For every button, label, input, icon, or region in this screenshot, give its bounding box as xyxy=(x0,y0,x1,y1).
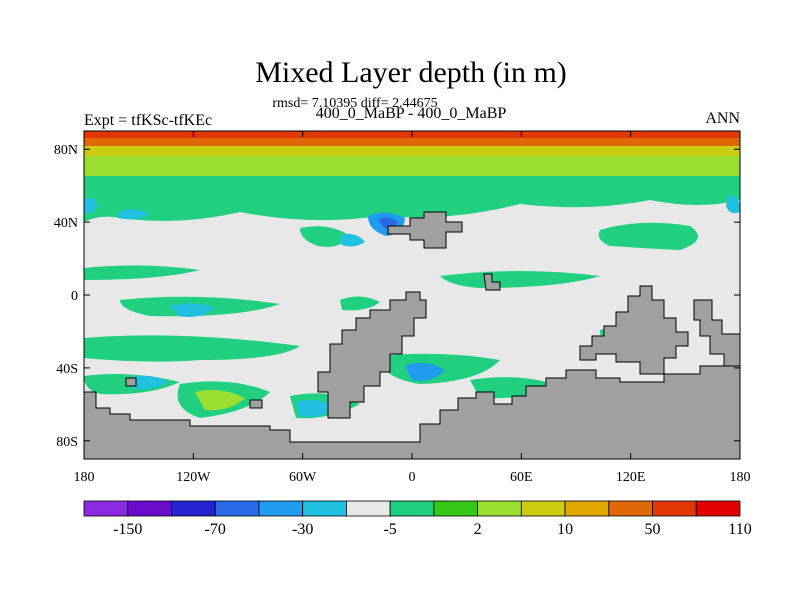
colorbar-swatch xyxy=(83,500,129,517)
ocean-patch-cyan xyxy=(726,195,740,214)
colorbar-swatch xyxy=(171,500,216,517)
ocean-patch-green xyxy=(598,222,698,250)
ocean-patch-green xyxy=(440,271,600,288)
ocean-patch-blue xyxy=(405,362,445,381)
ocean-patch-green xyxy=(84,265,200,280)
x-tick-label: 0 xyxy=(409,470,416,485)
ocean-patch-green xyxy=(84,335,300,362)
x-tick-label: 120W xyxy=(176,470,211,485)
y-tick-label: 0 xyxy=(71,289,78,304)
land-mass-antarctica xyxy=(84,365,740,459)
ocean-patch-cyan xyxy=(84,198,98,214)
band-green-north xyxy=(84,176,740,222)
experiment-label: Expt = tfKSc-tfKEc xyxy=(84,112,212,129)
land-mass-small xyxy=(249,399,263,409)
ocean-patch-cyan xyxy=(118,209,150,220)
map-panel xyxy=(83,130,741,460)
colorbar-swatch xyxy=(345,500,391,517)
x-axis: 180 120W 60W 0 60E 120E 180 xyxy=(74,131,751,485)
y-axis: 80N 40N 0 40S 80S xyxy=(54,143,740,450)
land-mass-africa xyxy=(579,285,689,375)
colorbar-swatch xyxy=(608,500,653,517)
x-tick-label: 60E xyxy=(510,470,533,485)
ocean-patch-cyan xyxy=(130,375,168,390)
ocean-patch-cyan xyxy=(296,400,336,417)
colorbar: -150 -70 -30 -5 2 10 50 110 xyxy=(83,500,752,538)
colorbar-swatch xyxy=(564,500,610,517)
land-mass-arabia xyxy=(483,273,501,291)
colorbar-swatch xyxy=(477,500,522,517)
colorbar-swatch xyxy=(389,500,435,517)
y-tick-label: 80S xyxy=(56,435,78,450)
x-tick-label: 180 xyxy=(74,470,95,485)
land-mass-europe xyxy=(387,211,463,249)
ocean-patch-cyan xyxy=(340,234,365,247)
colorbar-swatch xyxy=(302,500,347,517)
colorbar-label: 10 xyxy=(557,521,573,538)
y-tick-label: 40N xyxy=(54,216,78,231)
colorbar-swatch xyxy=(652,500,697,517)
chart-title: Mixed Layer depth (in m) xyxy=(255,56,567,89)
colorbar-label: -70 xyxy=(205,521,226,538)
colorbar-swatch xyxy=(695,500,741,517)
colorbar-label: 110 xyxy=(728,521,751,538)
colorbar-label: 2 xyxy=(474,521,482,538)
ocean-patch-cyan xyxy=(170,303,215,317)
x-tick-label: 120E xyxy=(616,470,646,485)
y-tick-label: 80N xyxy=(54,143,78,158)
colorbar-swatch xyxy=(127,500,172,517)
ocean-patch-green xyxy=(300,226,350,247)
season-label: ANN xyxy=(705,110,740,127)
colorbar-swatch xyxy=(214,500,260,517)
x-tick-label: 60W xyxy=(289,470,317,485)
colorbar-label: 50 xyxy=(645,521,661,538)
colorbar-label: -5 xyxy=(383,521,396,538)
y-tick-label: 40S xyxy=(56,362,78,377)
colorbar-swatch xyxy=(433,500,479,517)
land-mass-small xyxy=(125,377,137,387)
ocean-patch-lightgreen xyxy=(195,390,245,411)
x-tick-label: 180 xyxy=(730,470,751,485)
chart-subtitle: rmsd= 7.10395 diff= 2.44675 xyxy=(272,96,437,111)
colorbar-label: -30 xyxy=(292,521,313,538)
ocean-patch-green xyxy=(340,296,380,311)
colorbar-swatch xyxy=(258,500,304,517)
case-label: 400_0_MaBP - 400_0_MaBP xyxy=(316,105,507,122)
colorbar-label: -150 xyxy=(113,521,142,538)
land-mass-south-america xyxy=(317,291,427,419)
colorbar-swatch xyxy=(520,500,566,517)
